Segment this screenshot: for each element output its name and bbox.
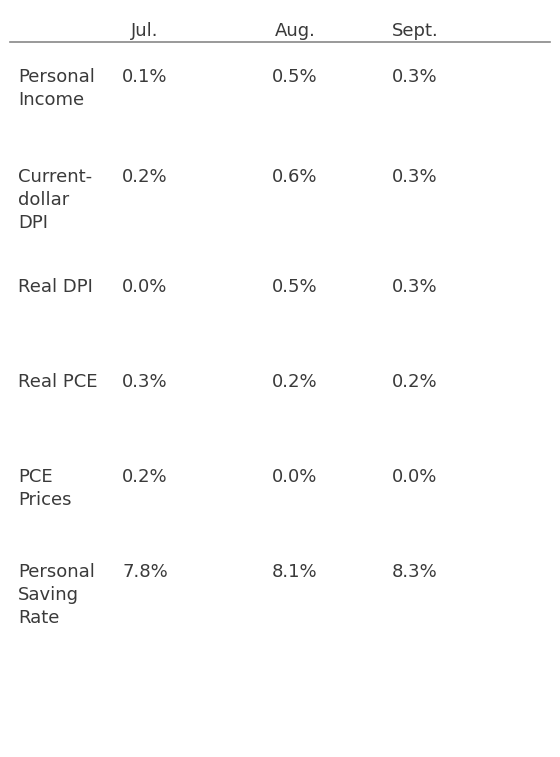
Text: 0.5%: 0.5% [272,68,318,86]
Text: 8.1%: 8.1% [272,563,318,581]
Text: PCE
Prices: PCE Prices [18,468,72,509]
Text: 0.6%: 0.6% [272,168,318,186]
Text: 0.5%: 0.5% [272,278,318,296]
Text: 0.3%: 0.3% [392,278,438,296]
Text: Sept.: Sept. [391,22,438,40]
Text: Real PCE: Real PCE [18,373,97,391]
Text: 0.1%: 0.1% [122,68,168,86]
Text: 0.2%: 0.2% [122,168,168,186]
Text: Personal
Income: Personal Income [18,68,95,109]
Text: Personal
Saving
Rate: Personal Saving Rate [18,563,95,627]
Text: Real DPI: Real DPI [18,278,93,296]
Text: 0.0%: 0.0% [122,278,167,296]
Text: 8.3%: 8.3% [392,563,438,581]
Text: 0.3%: 0.3% [392,68,438,86]
Text: 7.8%: 7.8% [122,563,168,581]
Text: Jul.: Jul. [131,22,158,40]
Text: 0.2%: 0.2% [122,468,168,486]
Text: 0.2%: 0.2% [272,373,318,391]
Text: 0.2%: 0.2% [392,373,438,391]
Text: 0.3%: 0.3% [392,168,438,186]
Text: 0.0%: 0.0% [272,468,318,486]
Text: Aug.: Aug. [274,22,315,40]
Text: Current-
dollar
DPI: Current- dollar DPI [18,168,92,232]
Text: 0.3%: 0.3% [122,373,168,391]
Text: 0.0%: 0.0% [393,468,438,486]
